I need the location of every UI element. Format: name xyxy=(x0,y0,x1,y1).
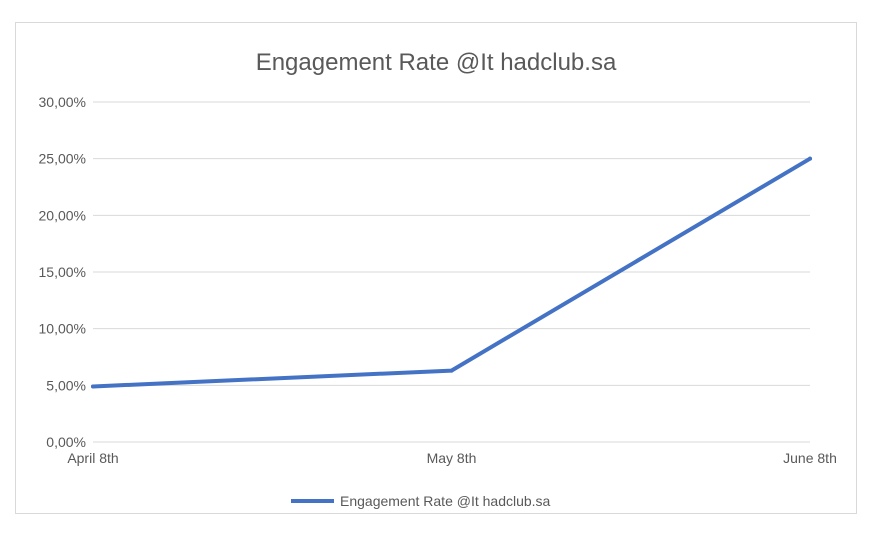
data-point xyxy=(808,156,812,161)
y-tick-label: 0,00% xyxy=(46,434,86,450)
series-line xyxy=(91,156,812,389)
y-axis-ticks: 0,00% 5,00% 10,00% 15,00% 20,00% 25,00% 30,00% xyxy=(39,94,86,450)
y-tick-label: 20,00% xyxy=(39,207,86,223)
y-tick-label: 15,00% xyxy=(39,264,86,280)
legend-label: Engagement Rate @It hadclub.sa xyxy=(340,493,551,509)
series-layer xyxy=(91,156,812,389)
y-tick-label: 30,00% xyxy=(39,94,86,110)
x-axis-ticks: April 8th May 8th June 8th xyxy=(67,450,837,466)
grid-lines xyxy=(93,101,810,443)
legend: Engagement Rate @It hadclub.sa xyxy=(291,493,551,509)
chart-frame xyxy=(15,22,857,514)
data-point xyxy=(91,384,95,389)
x-tick-label: June 8th xyxy=(783,450,837,466)
chart-title: Engagement Rate @It hadclub.sa xyxy=(256,49,617,76)
x-tick-label: May 8th xyxy=(427,450,477,466)
x-tick-label: April 8th xyxy=(67,450,118,466)
y-tick-label: 5,00% xyxy=(46,377,86,393)
data-point xyxy=(449,368,454,373)
y-tick-label: 10,00% xyxy=(39,321,86,337)
y-tick-label: 25,00% xyxy=(39,151,86,167)
